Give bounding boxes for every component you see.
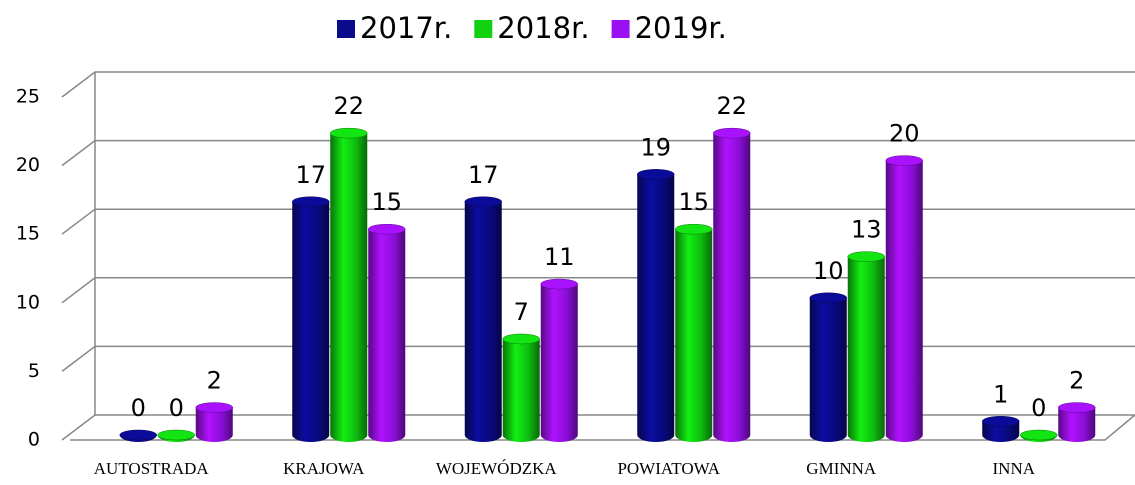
bar-body — [675, 229, 713, 443]
bar-top — [675, 223, 713, 235]
bar-top — [885, 155, 923, 166]
value-label: 13 — [851, 216, 882, 244]
bar-top — [157, 429, 195, 441]
legend-swatch — [337, 20, 355, 38]
x-tick-label: KRAJOWA — [283, 459, 365, 478]
value-label: 22 — [716, 92, 747, 120]
bar-body — [464, 201, 502, 443]
x-tick-label: GMINNA — [806, 459, 877, 478]
value-label: 17 — [468, 161, 499, 189]
y-tick-label: 10 — [16, 291, 40, 313]
bar-body — [540, 284, 578, 443]
bar — [885, 155, 923, 443]
bar — [982, 416, 1020, 443]
bar-body — [637, 174, 675, 443]
bar — [1020, 429, 1058, 443]
bar-top — [1020, 429, 1058, 441]
bar-top — [713, 127, 751, 139]
bar — [464, 196, 502, 443]
bar — [119, 429, 157, 442]
value-label: 15 — [678, 188, 709, 216]
x-tick-label: AUTOSTRADA — [94, 459, 210, 478]
bar — [157, 429, 195, 443]
bar-top — [637, 169, 675, 180]
bar-body — [982, 421, 1020, 443]
bar-top — [982, 416, 1020, 427]
value-label: 11 — [544, 243, 575, 271]
value-label: 0 — [1031, 394, 1046, 422]
value-label: 0 — [131, 394, 146, 422]
value-label: 20 — [889, 120, 920, 148]
bar — [1058, 402, 1096, 443]
bar-top — [809, 292, 847, 304]
bar-body — [809, 297, 847, 443]
bar — [292, 196, 330, 443]
value-label: 10 — [813, 257, 844, 285]
y-tick-label: 20 — [16, 154, 40, 176]
grid-line — [61, 139, 1135, 167]
bar — [809, 292, 847, 443]
bar — [368, 223, 406, 443]
value-label: 2 — [1069, 367, 1084, 395]
bar-top — [195, 402, 233, 413]
bar-top — [1058, 402, 1096, 413]
bar-body — [502, 338, 540, 443]
bar-top — [540, 278, 578, 290]
bar-body — [885, 160, 923, 443]
grid-line — [61, 414, 1135, 441]
bar-body — [847, 256, 885, 443]
bar-body — [195, 407, 233, 443]
grid-line — [61, 71, 1135, 98]
y-tick-label: 15 — [16, 223, 40, 245]
legend-label: 2019r. — [635, 11, 727, 45]
value-label: 2 — [207, 367, 222, 395]
bar-top — [847, 251, 885, 262]
bar — [502, 333, 540, 443]
legend-label: 2018r. — [497, 11, 589, 45]
value-label: 22 — [333, 92, 364, 120]
bar-body — [292, 201, 330, 443]
grid-line — [61, 345, 1135, 372]
bar — [847, 251, 885, 443]
x-tick-label: INNA — [993, 459, 1036, 478]
bar — [713, 127, 751, 443]
bar-body — [1058, 407, 1096, 443]
y-tick-label: 0 — [28, 429, 40, 451]
bar-body — [368, 229, 406, 443]
bar-top — [119, 429, 157, 441]
bar — [330, 127, 368, 443]
bar — [195, 402, 233, 443]
y-tick-label: 25 — [16, 86, 40, 108]
legend-swatch — [611, 20, 630, 38]
bar-body — [330, 133, 368, 443]
bar-top — [292, 196, 330, 208]
value-label: 0 — [169, 394, 184, 422]
floor — [70, 414, 1135, 441]
bar-top — [330, 127, 368, 139]
y-tick-label: 5 — [28, 360, 40, 382]
bar — [540, 278, 578, 443]
value-label: 15 — [371, 188, 402, 216]
value-label: 17 — [295, 161, 326, 189]
bar — [675, 223, 713, 443]
bar-top — [464, 196, 502, 208]
value-label: 7 — [514, 298, 529, 326]
grid-line — [61, 208, 1135, 235]
bar-body — [713, 133, 751, 443]
grid-line — [61, 277, 1135, 304]
bar — [637, 169, 675, 443]
value-label: 1 — [993, 380, 1008, 408]
legend-label: 2017r. — [360, 11, 452, 45]
bar-top — [368, 223, 406, 235]
value-label: 19 — [640, 133, 671, 161]
x-tick-label: WOJEWÓDZKA — [436, 459, 558, 478]
legend-swatch — [474, 20, 493, 38]
bar-top — [502, 333, 540, 345]
x-tick-label: POWIATOWA — [617, 459, 720, 478]
